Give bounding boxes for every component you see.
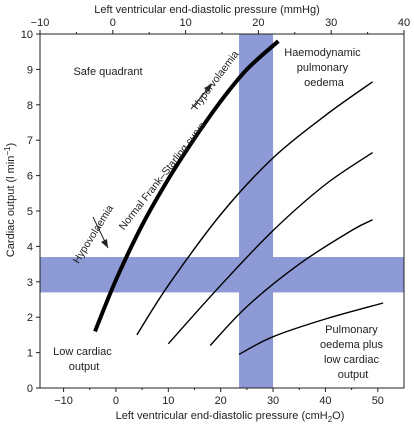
left-tick-label: 7 bbox=[27, 135, 33, 147]
left-tick-label: 1 bbox=[27, 348, 33, 360]
left-tick-label: 6 bbox=[27, 171, 33, 183]
left-tick-label: 10 bbox=[21, 29, 33, 41]
top-tick-label: 0 bbox=[110, 17, 116, 29]
normal-frank-starling-curve bbox=[93, 39, 280, 333]
left-axis-title: Cardiac output (l min−1) bbox=[3, 143, 17, 257]
low-output-quadrant-label: Low cardiac output bbox=[53, 346, 115, 373]
left-axis-ticks: 0 1 2 3 4 5 6 7 8 9 10 bbox=[21, 29, 40, 395]
oedema-low-output-quadrant-label: Pulmonary oedema plus low cardiac output bbox=[320, 324, 386, 381]
hypervolaemia-arrow bbox=[190, 83, 213, 110]
safe-quadrant-label: Safe quadrant bbox=[73, 66, 142, 78]
top-tick-label: 20 bbox=[252, 17, 264, 29]
curve-2 bbox=[167, 152, 373, 345]
bottom-axis-title: Left ventricular end-diastolic pressure … bbox=[116, 410, 345, 424]
left-tick-label: 9 bbox=[27, 64, 33, 76]
curve-4 bbox=[238, 302, 384, 356]
left-tick-label: 0 bbox=[27, 383, 33, 395]
bottom-tick-label: 40 bbox=[319, 395, 331, 407]
bottom-axis-ticks: −10 0 10 20 30 40 50 bbox=[54, 388, 384, 407]
left-tick-label: 3 bbox=[27, 277, 33, 289]
bottom-tick-label: 50 bbox=[372, 395, 384, 407]
oedema-quadrant-label: Haemodynamic pulmonary oedema bbox=[284, 47, 363, 89]
bottom-tick-label: 20 bbox=[215, 395, 227, 407]
bottom-tick-label: −10 bbox=[54, 395, 73, 407]
top-axis-title: Left ventricular end-diastolic pressure … bbox=[94, 4, 320, 16]
vertical-band bbox=[239, 34, 274, 388]
horizontal-band bbox=[40, 257, 404, 293]
left-tick-label: 4 bbox=[27, 241, 33, 253]
curve-3 bbox=[209, 219, 373, 346]
top-axis-ticks: −10 0 10 20 30 40 bbox=[31, 17, 410, 34]
left-tick-label: 5 bbox=[27, 206, 33, 218]
left-tick-label: 8 bbox=[27, 100, 33, 112]
bottom-tick-label: 0 bbox=[113, 395, 119, 407]
hypovolaemia-label: Hypovolaemia bbox=[71, 203, 117, 266]
top-tick-label: 40 bbox=[398, 17, 410, 29]
bottom-tick-label: 30 bbox=[267, 395, 279, 407]
top-tick-label: −10 bbox=[31, 17, 50, 29]
top-tick-label: 10 bbox=[179, 17, 191, 29]
hypervolaemia-label: Hypervolaemia bbox=[190, 48, 242, 111]
normal-curve-label: Normal Frank–Starling curve bbox=[117, 120, 209, 233]
top-tick-label: 30 bbox=[325, 17, 337, 29]
left-tick-label: 2 bbox=[27, 312, 33, 324]
curve-1 bbox=[136, 81, 374, 336]
bottom-tick-label: 10 bbox=[162, 395, 174, 407]
hypovolaemia-arrow bbox=[92, 216, 109, 249]
curves bbox=[93, 39, 384, 356]
